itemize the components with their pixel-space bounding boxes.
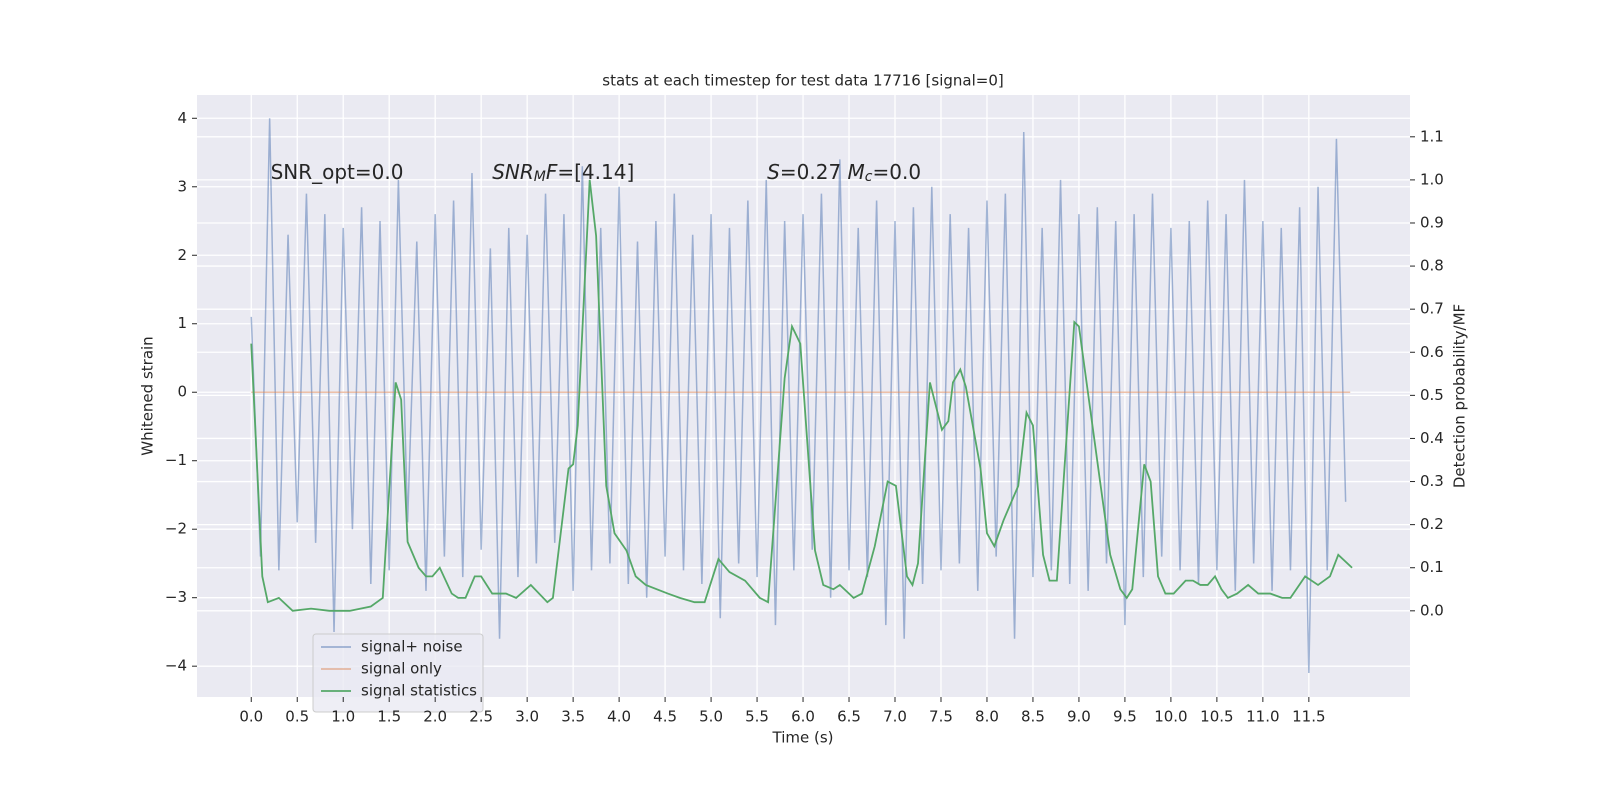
x-tick-label: 9.5 [1113,708,1137,726]
y-tick-label: 2 [177,246,187,264]
annotation-part: =[4.14] [557,160,634,184]
y2-tick-label: 0.8 [1420,257,1444,275]
annotation: SNRMF=[4.14] [492,160,634,186]
x-tick-label: 2.0 [423,708,447,726]
x-tick-label: 7.0 [883,708,907,726]
x-tick-label: 8.0 [975,708,999,726]
y-tick-label: 4 [177,109,187,127]
legend: signal+ noise signal only signal statistic… [312,633,484,713]
x-tick-label: 4.5 [653,708,677,726]
annotation-part: S [767,160,780,184]
y2-tick-label: 0.3 [1420,472,1444,490]
y-tick-label: −1 [165,451,187,469]
y-tick-label: −2 [165,520,187,538]
annotation-part: M [848,160,865,184]
x-axis-label: Time (s) [772,729,834,747]
x-tick-label: 1.5 [377,708,401,726]
y-tick-label: 1 [177,314,187,332]
legend-box [312,633,484,713]
x-tick-label: 0.0 [239,708,263,726]
x-tick-label: 10.0 [1154,708,1187,726]
annotation: S=0.27 Mc=0.0 [767,160,921,186]
x-tick-label: 9.0 [1067,708,1091,726]
y2-tick-label: 0.9 [1420,213,1444,231]
legend-label: signal statistics [361,682,477,700]
y2-axis-label: Detection probability/MF [1451,304,1469,488]
y2-tick-label: 1.1 [1420,127,1444,145]
y2-tick-label: 0.2 [1420,515,1444,533]
y2-tick-label: 0.6 [1420,343,1444,361]
x-tick-label: 6.0 [791,708,815,726]
x-tick-label: 10.5 [1200,708,1233,726]
annotation-part: SNR_opt=0.0 [271,160,404,184]
y2-tick-label: 0.7 [1420,300,1444,318]
x-tick-label: 1.0 [331,708,355,726]
y-tick-label: −4 [165,657,187,675]
y2-tick-label: 0.4 [1420,429,1444,447]
legend-label: signal+ noise [361,638,463,656]
x-tick-label: 11.0 [1246,708,1279,726]
x-tick-label: 7.5 [929,708,953,726]
x-tick-label: 2.5 [469,708,493,726]
y-tick-label: 0 [177,383,187,401]
x-tick-label: 11.5 [1292,708,1325,726]
y-axis-label: Whitened strain [139,336,157,455]
x-tick-label: 5.5 [745,708,769,726]
x-tick-label: 6.5 [837,708,861,726]
y2-tick-label: 0.5 [1420,386,1444,404]
y2-tick-label: 0.1 [1420,558,1444,576]
x-tick-label: 4.0 [607,708,631,726]
chart-title: stats at each timestep for test data 177… [602,72,1003,90]
x-tick-label: 0.5 [285,708,309,726]
annotation-part: =0.0 [873,160,922,184]
x-tick-label: 8.5 [1021,708,1045,726]
x-tick-label: 5.0 [699,708,723,726]
annotation-part: M [534,169,546,185]
x-tick-label: 3.5 [561,708,585,726]
series-line [250,179,1353,612]
x-tick-label: 3.0 [515,708,539,726]
annotation-part: F [546,160,558,184]
annotation-part: =0.27 [780,160,848,184]
y-tick-label: 3 [177,177,187,195]
annotation-part: SNR [492,160,534,184]
y-tick-label: −3 [165,588,187,606]
y2-tick-label: 0.0 [1420,601,1444,619]
legend-label: signal only [361,660,442,678]
annotation: SNR_opt=0.0 [271,160,404,184]
annotation-part: c [865,169,873,185]
y2-tick-label: 1.0 [1420,170,1444,188]
